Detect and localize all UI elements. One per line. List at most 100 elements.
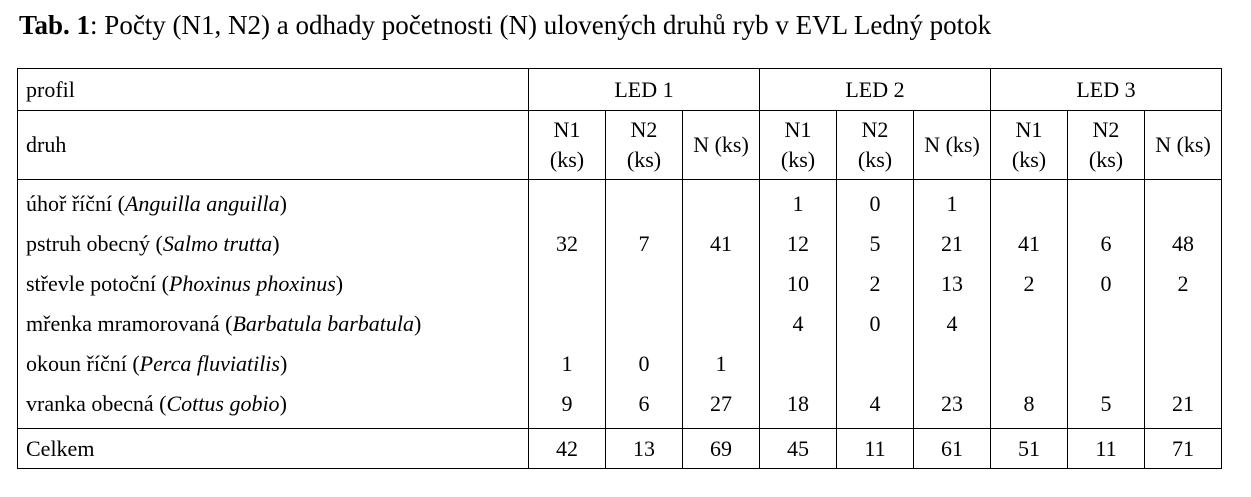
latin-name: Anguilla anguilla (124, 191, 280, 216)
count-cell (990, 344, 1068, 384)
table-caption: Tab. 1: Počty (N1, N2) a odhady početnos… (19, 10, 991, 41)
caption-text: : Počty (N1, N2) a odhady početnosti (N)… (90, 10, 992, 40)
total-cell: 45 (759, 428, 837, 469)
group-header: LED 3 (990, 68, 1222, 111)
header-row: druh N1 (ks) N2 (ks) N (ks) N1 (ks) N2 (ks) N … (17, 110, 1222, 180)
species-name: pstruh obecný (Salmo trutta) (17, 224, 529, 264)
count-cell: 9 (528, 384, 606, 429)
common-name: úhoř říční ( (26, 191, 125, 216)
count-cell (1144, 179, 1222, 224)
species-row: vranka obecná (Cottus gobio) 9 6 27 18 4 23 8 5 2… (17, 384, 1222, 429)
column-header: N2 (ks) (605, 110, 683, 180)
count-cell (836, 344, 914, 384)
column-header: N (ks) (682, 110, 760, 180)
column-header: N1 (ks) (990, 110, 1068, 180)
count-cell (528, 179, 606, 224)
count-cell: 2 (836, 264, 914, 304)
count-cell: 12 (759, 224, 837, 264)
count-cell (682, 304, 760, 344)
count-cell: 41 (682, 224, 760, 264)
name-suffix: ) (272, 231, 280, 256)
count-cell: 21 (913, 224, 991, 264)
count-cell (1067, 304, 1145, 344)
latin-name: Barbatula barbatula (232, 311, 414, 336)
latin-name: Phoxinus phoxinus (168, 271, 336, 296)
common-name: okoun říční ( (26, 351, 140, 376)
total-cell: 51 (990, 428, 1068, 469)
count-cell (990, 304, 1068, 344)
total-cell: 11 (1067, 428, 1145, 469)
count-cell: 32 (528, 224, 606, 264)
count-cell: 1 (682, 344, 760, 384)
header-cell: druh (17, 110, 529, 180)
count-cell: 21 (1144, 384, 1222, 429)
species-row: střevle potoční (Phoxinus phoxinus) 10 2 13… (17, 264, 1222, 304)
name-suffix: ) (279, 351, 288, 376)
count-cell (913, 344, 991, 384)
group-header: LED 2 (759, 68, 991, 111)
count-cell: 18 (759, 384, 837, 429)
total-label: Celkem (17, 428, 529, 469)
common-name: mřenka mramorovaná ( (26, 311, 233, 336)
count-cell: 4 (913, 304, 991, 344)
name-suffix: ) (335, 271, 344, 296)
species-row: úhoř říční (Anguilla anguilla) 1 0 1 (17, 179, 1222, 224)
count-cell: 5 (836, 224, 914, 264)
latin-name: Perca fluviatilis (139, 351, 280, 376)
total-cell: 61 (913, 428, 991, 469)
count-cell: 2 (990, 264, 1068, 304)
total-row: Celkem 42 13 69 45 11 61 51 11 71 (17, 428, 1222, 469)
species-row: pstruh obecný (Salmo trutta) 32 7 41 12 5 21 41… (17, 224, 1222, 264)
count-cell: 41 (990, 224, 1068, 264)
count-cell: 6 (605, 384, 683, 429)
count-cell: 6 (1067, 224, 1145, 264)
table-body: profil LED 1 LED 2 LED 3 druh N1 (ks) N2 (ks) N… (17, 68, 1222, 469)
latin-name: Cottus gobio (166, 391, 280, 416)
column-header: N1 (ks) (759, 110, 837, 180)
column-header: N2 (ks) (1067, 110, 1145, 180)
latin-name: Salmo trutta (162, 231, 273, 256)
total-cell: 69 (682, 428, 760, 469)
total-cell: 11 (836, 428, 914, 469)
total-cell: 42 (528, 428, 606, 469)
count-cell (528, 264, 606, 304)
count-cell (682, 179, 760, 224)
count-cell: 10 (759, 264, 837, 304)
species-row: okoun říční (Perca fluviatilis) 1 0 1 (17, 344, 1222, 384)
count-cell (1144, 344, 1222, 384)
count-cell: 27 (682, 384, 760, 429)
name-suffix: ) (279, 391, 287, 416)
count-cell: 1 (528, 344, 606, 384)
common-name: střevle potoční ( (26, 271, 169, 296)
column-header: N (ks) (1144, 110, 1222, 180)
column-header: N (ks) (913, 110, 991, 180)
count-cell (682, 264, 760, 304)
count-cell (759, 344, 837, 384)
count-cell (605, 304, 683, 344)
count-cell (1144, 304, 1222, 344)
column-header: N2 (ks) (836, 110, 914, 180)
count-cell (605, 179, 683, 224)
count-cell (528, 304, 606, 344)
common-name: pstruh obecný ( (26, 231, 163, 256)
count-cell (990, 179, 1068, 224)
total-cell: 71 (1144, 428, 1222, 469)
count-cell (1067, 344, 1145, 384)
count-cell: 0 (836, 304, 914, 344)
count-cell: 23 (913, 384, 991, 429)
count-cell: 0 (836, 179, 914, 224)
total-cell: 13 (605, 428, 683, 469)
species-name: vranka obecná (Cottus gobio) (17, 384, 529, 429)
species-row: mřenka mramorovaná (Barbatula barbatula)… (17, 304, 1222, 344)
count-cell: 2 (1144, 264, 1222, 304)
count-cell: 0 (605, 344, 683, 384)
count-cell (1067, 179, 1145, 224)
name-suffix: ) (413, 311, 422, 336)
count-cell: 8 (990, 384, 1068, 429)
species-name: úhoř říční (Anguilla anguilla) (17, 179, 529, 224)
caption-label: Tab. 1 (19, 10, 91, 40)
column-header: N1 (ks) (528, 110, 606, 180)
count-cell: 5 (1067, 384, 1145, 429)
count-cell: 48 (1144, 224, 1222, 264)
count-cell (605, 264, 683, 304)
